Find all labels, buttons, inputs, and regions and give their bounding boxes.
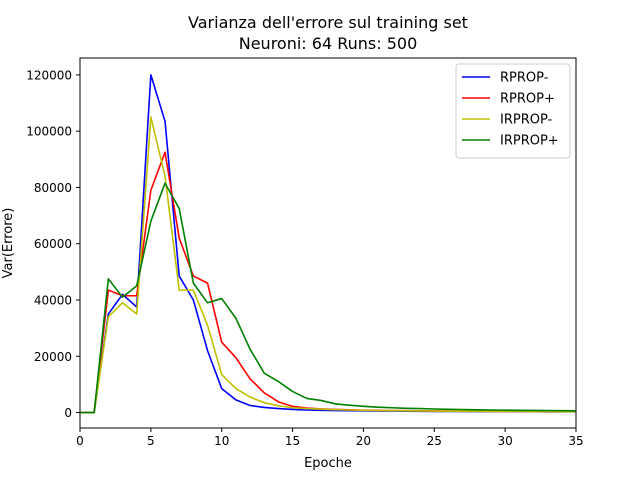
x-tick-label: 10 [214,434,229,448]
y-axis-label: Var(Errore) [1,208,16,279]
y-tick-label: 40000 [34,293,72,307]
legend-label: IRPROP- [500,113,553,128]
x-axis-ticks: 0 5 10 15 20 25 30 35 [76,428,584,448]
y-axis-ticks: 0 20000 40000 60000 80000 100000 120000 [26,68,80,420]
legend-label: IRPROP+ [500,134,559,149]
legend-label: RPROP+ [500,92,555,107]
x-tick-label: 15 [285,434,300,448]
chart-title-line1: Varianza dell'errore sul training set [188,13,468,32]
x-tick-label: 25 [427,434,442,448]
y-tick-label: 100000 [26,125,72,139]
y-tick-label: 0 [64,406,72,420]
legend-label: RPROP- [500,71,549,86]
x-axis-label: Epoche [304,456,352,471]
y-tick-label: 60000 [34,237,72,251]
legend-box [455,63,571,159]
legend: RPROP- RPROP+ IRPROP- IRPROP+ [455,63,571,159]
series-line-irprop-3 [80,182,577,414]
x-tick-label: 0 [76,434,84,448]
plot-lines [80,74,577,414]
plot-frame [79,57,577,429]
chart-title-line2: Neuroni: 64 Runs: 500 [239,34,418,53]
y-tick-label: 120000 [26,68,72,82]
x-tick-label: 35 [568,434,583,448]
x-tick-label: 20 [356,434,371,448]
y-tick-label: 20000 [34,350,72,364]
y-tick-label: 80000 [34,181,72,195]
series-line-irprop-2 [80,116,577,414]
x-tick-label: 30 [498,434,513,448]
x-tick-label: 5 [147,434,155,448]
